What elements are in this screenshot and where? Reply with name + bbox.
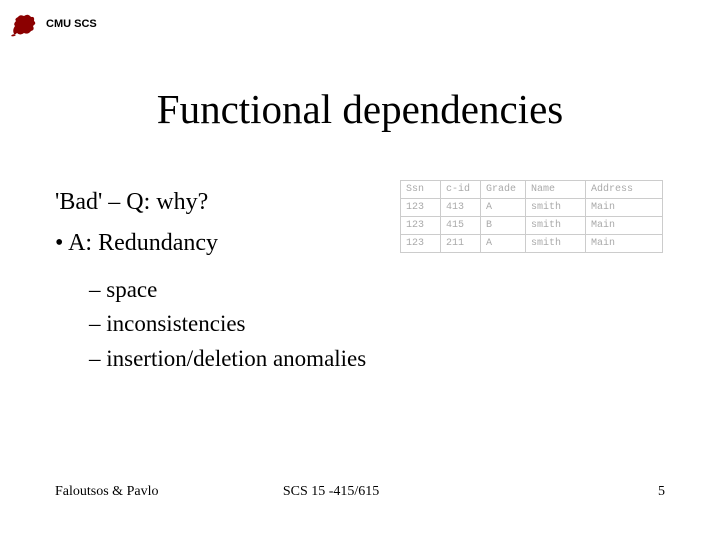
body-line-question: 'Bad' – Q: why? bbox=[55, 185, 366, 220]
sub-bullet-list: – space – inconsistencies – insertion/de… bbox=[89, 273, 366, 377]
footer-authors: Faloutsos & Pavlo bbox=[55, 484, 158, 500]
slide-footer: Faloutsos & Pavlo SCS 15 -415/615 5 bbox=[55, 484, 665, 500]
slide-title: Functional dependencies bbox=[0, 85, 720, 133]
table-row: 123 415 B smith Main bbox=[401, 217, 663, 235]
sub-bullet-1: – space bbox=[89, 273, 366, 308]
col-grade: Grade bbox=[481, 181, 526, 199]
table-row: 123 413 A smith Main bbox=[401, 199, 663, 217]
col-ssn: Ssn bbox=[401, 181, 441, 199]
slide-header: CMU SCS bbox=[8, 8, 97, 40]
table-row: 123 211 A smith Main bbox=[401, 235, 663, 253]
footer-page-number: 5 bbox=[658, 484, 665, 500]
col-name: Name bbox=[526, 181, 586, 199]
col-cid: c-id bbox=[441, 181, 481, 199]
header-org-text: CMU SCS bbox=[46, 18, 97, 30]
body-bullet-answer: • A: Redundancy bbox=[55, 226, 366, 261]
sub-bullet-3: – insertion/deletion anomalies bbox=[89, 342, 366, 377]
col-address: Address bbox=[586, 181, 663, 199]
table-header-row: Ssn c-id Grade Name Address bbox=[401, 181, 663, 199]
footer-course: SCS 15 -415/615 bbox=[283, 484, 379, 500]
sub-bullet-2: – inconsistencies bbox=[89, 307, 366, 342]
slide-body: 'Bad' – Q: why? • A: Redundancy – space … bbox=[55, 185, 366, 376]
example-table: Ssn c-id Grade Name Address 123 413 A sm… bbox=[400, 180, 662, 253]
cmu-dragon-icon bbox=[8, 8, 40, 40]
